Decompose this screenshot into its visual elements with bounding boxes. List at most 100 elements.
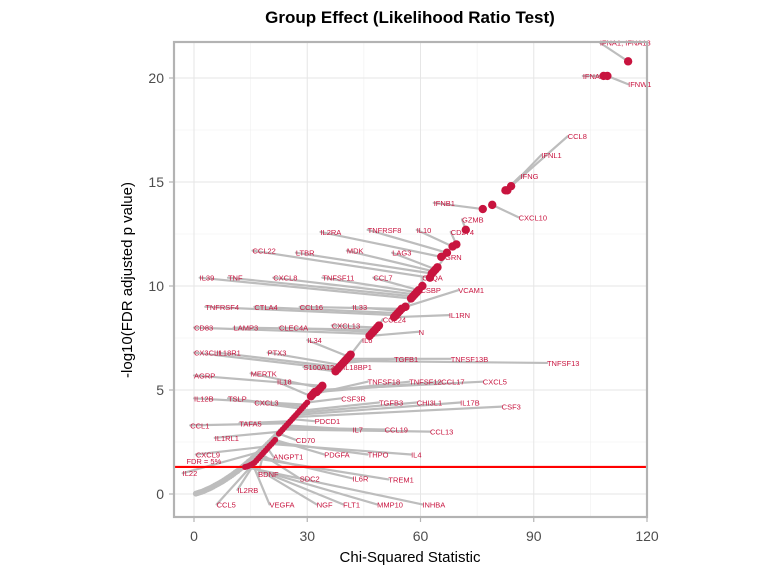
gene-label: CSF3R <box>341 394 366 403</box>
leader-line <box>213 430 282 439</box>
leader-line <box>291 418 316 423</box>
gene-label: CCL17 <box>441 378 464 387</box>
leader-line <box>372 276 420 292</box>
gene-label: CTLA4 <box>254 303 277 312</box>
gene-point <box>478 204 487 214</box>
gene-label: LAMP3 <box>234 324 259 333</box>
gene-point <box>406 294 416 303</box>
leader-line <box>198 276 413 300</box>
x-tick-label: 30 <box>299 528 315 544</box>
gene-label: SDC2 <box>300 474 320 483</box>
leader-line <box>277 326 375 333</box>
gene-label: AGRP <box>194 371 215 380</box>
gene-label: IL33 <box>353 303 368 312</box>
gene-point <box>365 331 374 341</box>
gene-label: CXCL3 <box>254 398 278 407</box>
gene-label: PTX3 <box>268 349 287 358</box>
gene-label: IL2RB <box>237 486 258 495</box>
leader-line <box>253 305 399 315</box>
gene-label: IL18 <box>277 378 292 387</box>
gene-label: IL17B <box>460 398 480 407</box>
leader-line <box>270 442 413 456</box>
gene-label: IL18BP1 <box>343 363 372 372</box>
leader-line <box>345 249 435 273</box>
gene-label: FLT1 <box>343 500 360 509</box>
gene-label: CCL5 <box>217 500 236 509</box>
leader-line <box>204 305 398 317</box>
x-axis-label: Chi-Squared Statistic <box>340 549 481 566</box>
gene-label: CCL24 <box>383 315 406 324</box>
gene-point <box>331 367 340 376</box>
gene-labels: IFNA1; IFNA13 IFNA2 IFNW1 CCL8 IFNL1 IFNG CXCL… <box>183 39 652 510</box>
leader-line <box>226 397 305 408</box>
gene-label: CX3CL1 <box>194 349 222 358</box>
gene-label: NGF <box>317 500 333 509</box>
gene-label: CXCL9 <box>196 450 220 459</box>
gene-label: CD274 <box>451 228 474 237</box>
leader-line <box>343 359 549 365</box>
gene-label: IFNA1; IFNA13 <box>600 39 651 48</box>
gene-label: CCL16 <box>300 303 323 312</box>
gene-label: IL39 <box>200 274 215 283</box>
x-tick-label: 120 <box>635 528 659 544</box>
leader-line <box>321 276 418 294</box>
gene-label: TREM1 <box>388 475 413 484</box>
gene-label: IFNW1 <box>628 80 651 89</box>
gene-label: IL34 <box>307 336 322 345</box>
y-axis-ticks: 0 5 10 15 20 <box>148 70 174 502</box>
gene-label: PDCD1 <box>315 417 340 426</box>
gene-point <box>275 430 282 437</box>
gene-label: TGFB1 <box>394 355 418 364</box>
y-tick-label: 15 <box>148 174 164 190</box>
gene-point <box>425 273 435 282</box>
leader-line <box>491 203 520 219</box>
leader-line <box>251 249 432 279</box>
leader-line <box>281 428 432 433</box>
leader-line <box>215 351 341 369</box>
gene-label: IFNL1 <box>541 151 561 160</box>
gene-label: ANGPT1 <box>273 453 303 462</box>
fdr-threshold-label: FDR = 5% <box>186 457 221 466</box>
gene-label: VEGFA <box>270 500 295 509</box>
leader-line <box>249 372 322 390</box>
leader-line <box>391 251 437 271</box>
gene-label: IL7 <box>353 426 363 435</box>
y-tick-label: 10 <box>148 278 164 294</box>
gene-label: IL18R1 <box>217 349 241 358</box>
leader-line <box>238 420 292 425</box>
gene-label: VCAM1 <box>458 286 484 295</box>
x-axis-ticks: 0 30 60 90 120 <box>190 517 659 544</box>
gene-label: CHI3L1 <box>417 398 442 407</box>
leader-line <box>368 330 420 338</box>
gene-label: TNFSF13 <box>547 359 580 368</box>
gene-label: CD70 <box>296 436 315 445</box>
leader-line <box>194 445 271 456</box>
gene-label: GRN <box>445 253 462 262</box>
leader-line <box>181 449 267 475</box>
leader-line <box>294 401 462 417</box>
y-axis-label: -log10(FDR adjusted p value) <box>119 182 136 378</box>
leader-line <box>330 324 379 329</box>
gene-label: TNFSF12 <box>409 378 442 387</box>
gene-label: IL22 <box>183 469 198 478</box>
gene-point <box>437 252 446 262</box>
leader-line <box>251 462 271 506</box>
leader-line <box>243 465 424 506</box>
leader-line <box>302 366 337 373</box>
gene-label: IFNG <box>521 172 539 181</box>
gene-label: TNFSF13B <box>451 355 489 364</box>
leader-line <box>215 461 256 506</box>
gene-label: N <box>419 328 424 337</box>
leader-line <box>319 230 443 258</box>
gene-label: IL4 <box>411 450 421 459</box>
gene-label: TGFB3 <box>379 398 403 407</box>
gene-label: CXCL10 <box>519 213 547 222</box>
leader-line <box>298 401 381 412</box>
gene-point <box>241 463 248 470</box>
leader-line <box>392 314 450 319</box>
gene-label: MDK <box>347 247 364 256</box>
gene-label: IL6R <box>353 474 369 483</box>
leader-line <box>192 351 339 371</box>
